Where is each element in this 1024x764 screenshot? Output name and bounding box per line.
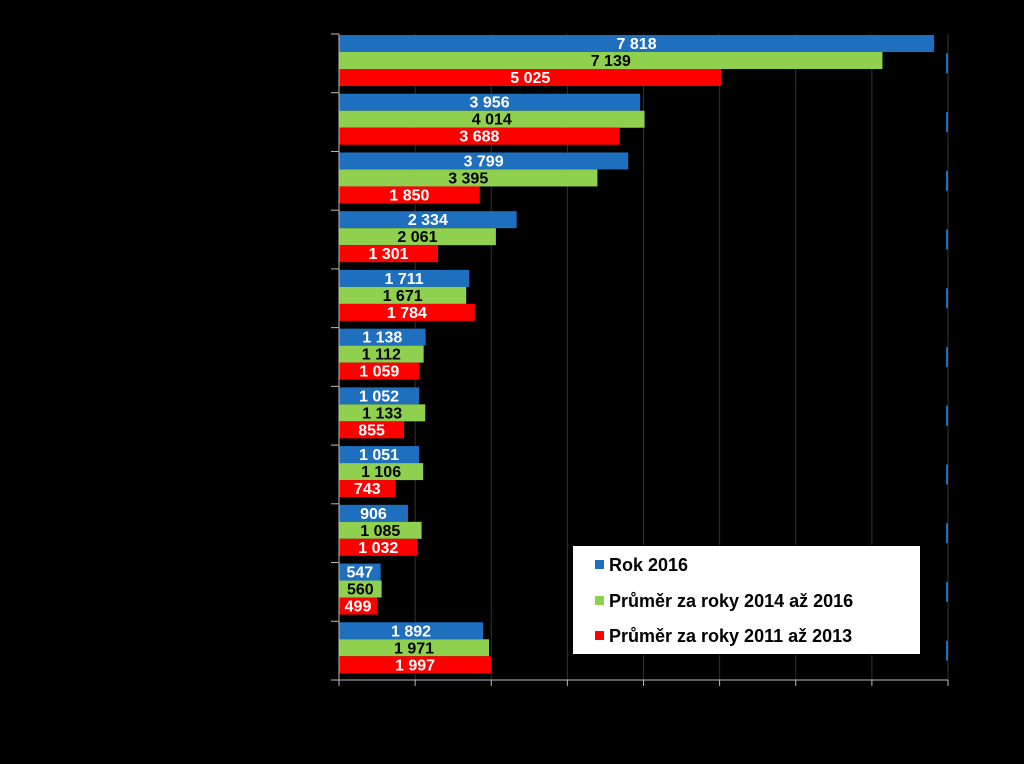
bar-series-2 — [339, 404, 426, 422]
data-label: 855 — [358, 422, 385, 439]
data-label: 1 997 — [395, 657, 435, 674]
bar-series-1 — [339, 387, 420, 405]
chart-legend: Rok 2016 Průměr za roky 2014 až 2016 Prů… — [572, 545, 921, 655]
right-edge-mark — [946, 464, 948, 485]
bar-series-1 — [339, 504, 408, 522]
legend-item-rok-2016: Rok 2016 — [595, 554, 689, 576]
right-edge-mark — [946, 347, 948, 367]
data-label: 3 799 — [464, 153, 504, 170]
right-edge-mark — [946, 405, 948, 426]
data-label: 1 138 — [362, 330, 402, 347]
bar-series-2 — [339, 169, 598, 187]
legend-item-prumer-2014-2016: Průměr za roky 2014 až 2016 — [595, 590, 854, 612]
bar-series-3 — [339, 480, 396, 498]
bar-series-2 — [339, 463, 424, 481]
data-label: 1 711 — [385, 271, 424, 288]
data-label: 1 052 — [359, 388, 399, 405]
data-label: 1 971 — [394, 640, 434, 657]
bar-series-1 — [339, 152, 629, 170]
data-label: 7 818 — [617, 36, 657, 53]
right-edge-mark — [946, 581, 948, 602]
bar-series-1 — [339, 269, 470, 287]
right-edge-mark — [946, 53, 948, 74]
bar-series-2 — [339, 639, 490, 657]
legend-label: Průměr za roky 2011 až 2013 — [609, 626, 853, 646]
data-label: 1 671 — [383, 288, 423, 305]
right-edge-mark — [946, 229, 948, 250]
data-label: 1 106 — [361, 464, 401, 481]
bar-series-1 — [339, 211, 517, 229]
data-label: 2 334 — [408, 212, 448, 229]
legend-label: Průměr za roky 2014 až 2016 — [609, 591, 854, 611]
bar-series-3 — [339, 421, 405, 439]
bar-series-1 — [339, 328, 426, 346]
bar-series-1 — [339, 93, 641, 111]
legend-swatch-red — [595, 631, 604, 640]
right-edge-mark — [946, 170, 948, 191]
data-label: 906 — [360, 506, 387, 523]
right-edge-mark — [946, 640, 948, 661]
bar-series-2 — [339, 580, 382, 598]
data-label: 3 956 — [470, 95, 510, 112]
data-label: 1 059 — [359, 364, 399, 381]
bar-series-3 — [339, 362, 420, 380]
data-label: 3 688 — [459, 129, 499, 146]
data-label: 560 — [347, 582, 374, 599]
bar-series-3 — [339, 245, 439, 263]
bar-series-2 — [339, 52, 883, 69]
data-label: 743 — [354, 481, 381, 498]
legend-label: Rok 2016 — [609, 555, 689, 575]
right-edge-mark — [946, 523, 948, 544]
data-label: 1 032 — [358, 540, 398, 557]
data-label: 1 784 — [387, 305, 427, 322]
bar-series-3 — [339, 127, 620, 145]
data-label: 1 850 — [389, 187, 429, 204]
data-label: 2 061 — [397, 229, 437, 246]
bar-series-3 — [339, 538, 418, 556]
data-label: 1 085 — [360, 523, 400, 540]
data-label: 499 — [345, 599, 372, 616]
data-label: 1 133 — [362, 405, 402, 422]
bar-series-2 — [339, 521, 422, 539]
right-edge-mark — [946, 112, 948, 133]
bar-series-3 — [339, 303, 475, 321]
data-label: 547 — [346, 565, 373, 582]
bar-series-1 — [339, 446, 420, 464]
data-label: 1 892 — [391, 623, 431, 640]
bar-series-2 — [339, 286, 467, 304]
bar-series-1 — [339, 563, 381, 581]
data-label: 1 301 — [368, 246, 408, 263]
bar-series-1 — [339, 35, 935, 52]
legend-swatch-blue — [595, 560, 604, 569]
bar-series-3 — [339, 597, 377, 615]
bar-series-2 — [339, 228, 496, 246]
bar-series-1 — [339, 622, 484, 640]
bar-series-2 — [339, 345, 424, 363]
data-label: 3 395 — [448, 170, 488, 187]
data-label: 4 014 — [472, 112, 512, 129]
bar-series-2 — [339, 110, 645, 128]
legend-item-prumer-2011-2013: Průměr za roky 2011 až 2013 — [595, 625, 853, 647]
right-edge-mark — [946, 288, 948, 309]
data-label: 7 139 — [591, 53, 631, 70]
bar-series-3 — [339, 186, 480, 204]
bar-series-3 — [339, 69, 722, 86]
data-label: 5 025 — [510, 70, 550, 87]
data-label: 1 051 — [359, 447, 399, 464]
data-label: 1 112 — [362, 347, 401, 364]
legend-swatch-green — [595, 596, 604, 605]
bar-series-3 — [339, 656, 492, 674]
